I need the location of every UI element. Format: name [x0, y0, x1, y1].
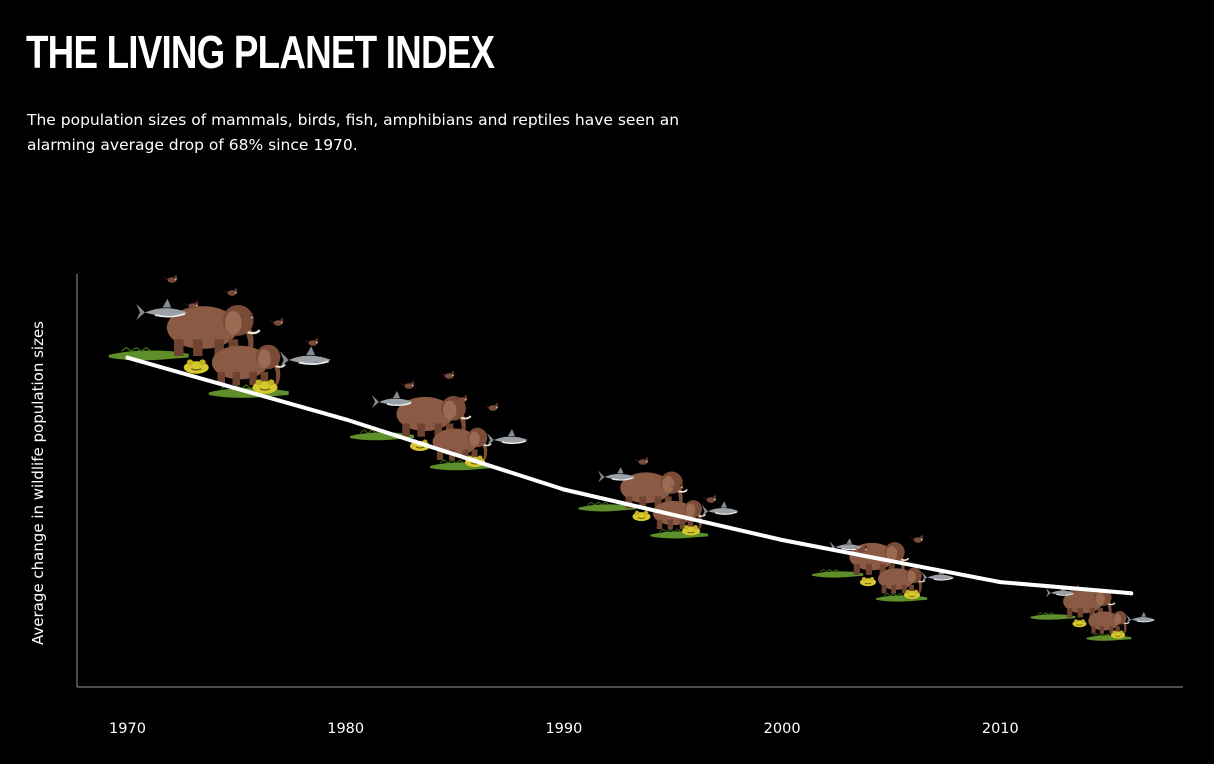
bird-icon	[453, 394, 468, 403]
bird-icon	[223, 287, 238, 296]
animal-group	[108, 274, 332, 398]
shark-icon	[598, 467, 636, 483]
frog-icon	[252, 379, 278, 394]
shark-icon	[487, 429, 528, 446]
shark-icon	[280, 346, 332, 368]
bird-icon	[484, 402, 499, 411]
shark-icon	[372, 391, 413, 408]
bird-icon	[909, 534, 924, 543]
elephant-icon	[1088, 611, 1130, 634]
x-tick-label: 2010	[982, 721, 1019, 737]
x-tick-label: 1980	[327, 721, 364, 737]
shark-icon	[136, 298, 188, 320]
elephant-icon	[166, 304, 261, 356]
page-title: THE LIVING PLANET INDEX	[26, 26, 495, 78]
x-tick-label: 2000	[764, 721, 801, 737]
frog-icon	[632, 510, 651, 522]
bird-icon	[702, 494, 717, 503]
x-tick-label: 1970	[109, 721, 146, 737]
data-point	[343, 417, 348, 422]
elephant-icon	[211, 344, 286, 385]
frog-icon	[1072, 619, 1087, 628]
elephant-icon	[432, 427, 492, 460]
bird-icon	[184, 300, 199, 309]
series-line	[125, 355, 1134, 596]
frog-icon	[860, 577, 876, 587]
bird-icon	[239, 312, 254, 321]
bird-icon	[669, 482, 684, 491]
data-point	[561, 487, 566, 492]
frog-icon	[904, 589, 920, 599]
shark-icon	[829, 538, 863, 552]
frog-icon	[682, 525, 700, 536]
shark-icon	[1126, 611, 1156, 624]
shark-icon	[701, 501, 739, 517]
data-point	[1129, 591, 1134, 596]
data-point	[998, 580, 1003, 585]
bird-icon	[853, 544, 868, 553]
bird-icon	[440, 370, 455, 379]
crocodile-icon	[812, 568, 864, 578]
bird-icon	[304, 337, 319, 346]
bird-icon	[163, 274, 178, 283]
crocodile-icon	[578, 501, 637, 512]
animal-group	[350, 370, 528, 471]
animal-group	[812, 534, 955, 602]
data-point	[125, 355, 130, 360]
crocodile-icon	[1030, 612, 1076, 620]
frog-icon	[1111, 630, 1125, 639]
bird-icon	[269, 317, 284, 326]
x-tick-label: 1990	[545, 721, 582, 737]
frog-icon	[183, 359, 209, 374]
animal-group	[1030, 584, 1156, 641]
page-subtitle: The population sizes of mammals, birds, …	[27, 111, 680, 154]
bird-icon	[400, 380, 415, 389]
elephant-icon	[878, 567, 926, 594]
bird-icon	[634, 456, 649, 465]
data-point	[780, 538, 785, 543]
